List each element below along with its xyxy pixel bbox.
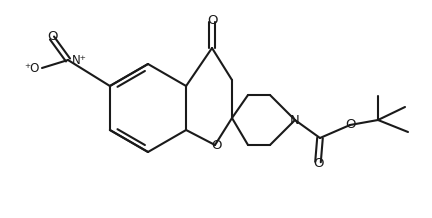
Text: O: O (313, 157, 323, 170)
Text: O: O (47, 31, 57, 44)
Text: O: O (211, 138, 221, 152)
Text: O: O (345, 118, 355, 131)
Text: N: N (290, 114, 300, 126)
Text: ⁺O: ⁺O (25, 61, 40, 75)
Text: O: O (207, 15, 217, 27)
Text: N⁺: N⁺ (72, 53, 87, 66)
